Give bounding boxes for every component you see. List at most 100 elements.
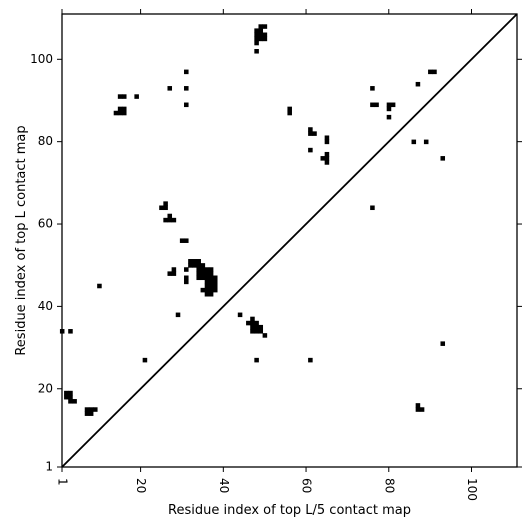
contact-point: [250, 324, 255, 330]
contact-point: [200, 267, 206, 272]
contact-point: [208, 271, 214, 276]
contact-point: [262, 24, 268, 29]
plot-frame: [61, 13, 518, 468]
contact-point: [428, 69, 433, 75]
contact-point: [188, 259, 193, 264]
contact-point: [68, 390, 73, 396]
contact-point: [200, 287, 206, 293]
contact-point: [163, 201, 168, 206]
contact-point: [68, 329, 73, 334]
contact-point: [254, 28, 259, 33]
contact-point: [254, 36, 259, 42]
contact-point: [423, 139, 429, 145]
contact-point: [386, 102, 392, 108]
contact-point: [254, 357, 259, 363]
contact-point: [324, 135, 330, 141]
contact-point: [200, 271, 206, 276]
contact-point: [308, 131, 313, 136]
contact-point: [196, 271, 201, 276]
contact-point: [262, 32, 268, 38]
contact-point: [121, 94, 127, 99]
contact-point: [212, 287, 218, 293]
contact-point: [432, 69, 437, 75]
contact-point: [142, 357, 148, 363]
contact-point: [175, 312, 181, 318]
contact-point: [415, 407, 421, 412]
y-tick-label: 1: [45, 460, 53, 474]
contact-point: [208, 275, 214, 281]
contact-point: [374, 102, 379, 108]
contact-point: [440, 341, 446, 346]
contact-point: [287, 106, 292, 112]
contact-point: [250, 320, 255, 326]
contact-point: [204, 271, 210, 276]
contact-point: [258, 324, 264, 330]
contact-point: [167, 86, 173, 91]
contact-point: [167, 217, 173, 223]
contact-point: [208, 267, 214, 272]
contact-point: [370, 86, 375, 91]
contact-point: [308, 147, 313, 153]
contact-point: [320, 156, 326, 161]
contact-point: [208, 279, 214, 285]
contact-point: [287, 110, 292, 116]
contact-point: [134, 94, 139, 99]
contact-point: [212, 279, 218, 285]
contact-point: [88, 411, 94, 416]
contact-point: [113, 110, 119, 116]
contact-point: [167, 271, 173, 276]
contact-point: [68, 399, 73, 404]
y-tick-label: 80: [38, 134, 53, 148]
contact-point: [258, 24, 264, 29]
contact-point: [212, 275, 218, 281]
x-tick-label: 60: [300, 478, 314, 493]
contact-point: [250, 329, 255, 334]
contact-point: [192, 263, 197, 268]
contact-point: [212, 283, 218, 289]
contact-point: [196, 267, 201, 272]
contact-point: [308, 127, 313, 132]
contact-point: [262, 36, 268, 42]
contact-point: [64, 390, 69, 396]
x-tick-label: 20: [134, 478, 148, 493]
contact-point: [171, 217, 177, 223]
contact-point: [121, 110, 127, 116]
contact-point: [208, 291, 214, 297]
contact-point: [184, 86, 189, 91]
contact-point: [204, 279, 210, 285]
contact-point: [97, 283, 102, 289]
x-tick-label: 1: [56, 478, 70, 486]
contact-point: [262, 333, 268, 338]
contact-point: [117, 110, 123, 116]
contact-point: [258, 32, 264, 38]
contact-point: [254, 32, 259, 38]
contact-point: [204, 283, 210, 289]
contact-point: [237, 312, 243, 318]
contact-point: [440, 156, 446, 161]
contact-point: [204, 275, 210, 281]
contact-point: [204, 267, 210, 272]
x-tick-label: 40: [217, 478, 231, 493]
contact-point: [415, 81, 421, 87]
diagonal-line: [61, 13, 518, 468]
contact-point: [390, 102, 396, 108]
contact-point: [72, 399, 77, 404]
contact-point: [386, 114, 392, 120]
contact-point: [196, 263, 201, 268]
contact-point: [254, 329, 259, 334]
contact-point: [254, 320, 259, 326]
contact-point: [93, 407, 98, 412]
contact-point: [184, 238, 189, 243]
contact-point: [64, 394, 69, 400]
contact-point: [324, 156, 330, 161]
contact-point: [184, 267, 189, 272]
contact-point: [121, 106, 127, 112]
contact-point: [324, 139, 330, 145]
contact-point: [179, 238, 185, 243]
y-axis-label: Residue index of top L contact map: [14, 125, 29, 355]
x-axis-label: Residue index of top L/5 contact map: [168, 503, 411, 518]
contact-point: [167, 213, 173, 219]
contact-point: [204, 287, 210, 293]
contact-point: [324, 160, 330, 165]
